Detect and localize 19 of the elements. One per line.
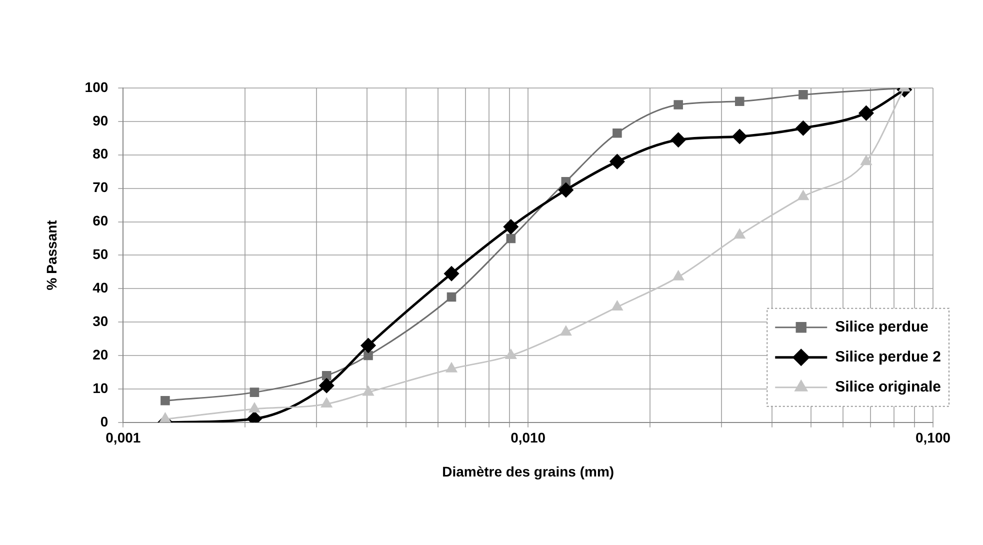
y-tick-label: 20	[92, 346, 108, 362]
x-axis-title: Diamètre des grains (mm)	[442, 463, 614, 480]
y-axis-title: % Passant	[43, 220, 60, 290]
x-tick-label: 0,100	[915, 430, 951, 446]
legend-label: Silice perdue 2	[835, 348, 942, 366]
y-tick-label: 50	[92, 246, 108, 262]
y-tick-label: 30	[92, 312, 108, 329]
legend-label: Silice originale	[835, 378, 941, 396]
y-tick-label: 0	[100, 413, 108, 430]
y-tick-label: 10	[92, 380, 108, 396]
legend-label: Silice perdue	[835, 318, 928, 336]
y-tick-label: 60	[92, 212, 108, 229]
y-tick-label: 90	[92, 112, 108, 128]
y-tick-label: 70	[92, 179, 108, 196]
x-tick-label: 0,001	[106, 430, 141, 446]
x-tick-label: 0,010	[510, 430, 546, 446]
y-tick-label: 100	[84, 78, 108, 95]
y-tick-label: 40	[92, 280, 108, 296]
y-tick-label: 80	[92, 146, 108, 162]
